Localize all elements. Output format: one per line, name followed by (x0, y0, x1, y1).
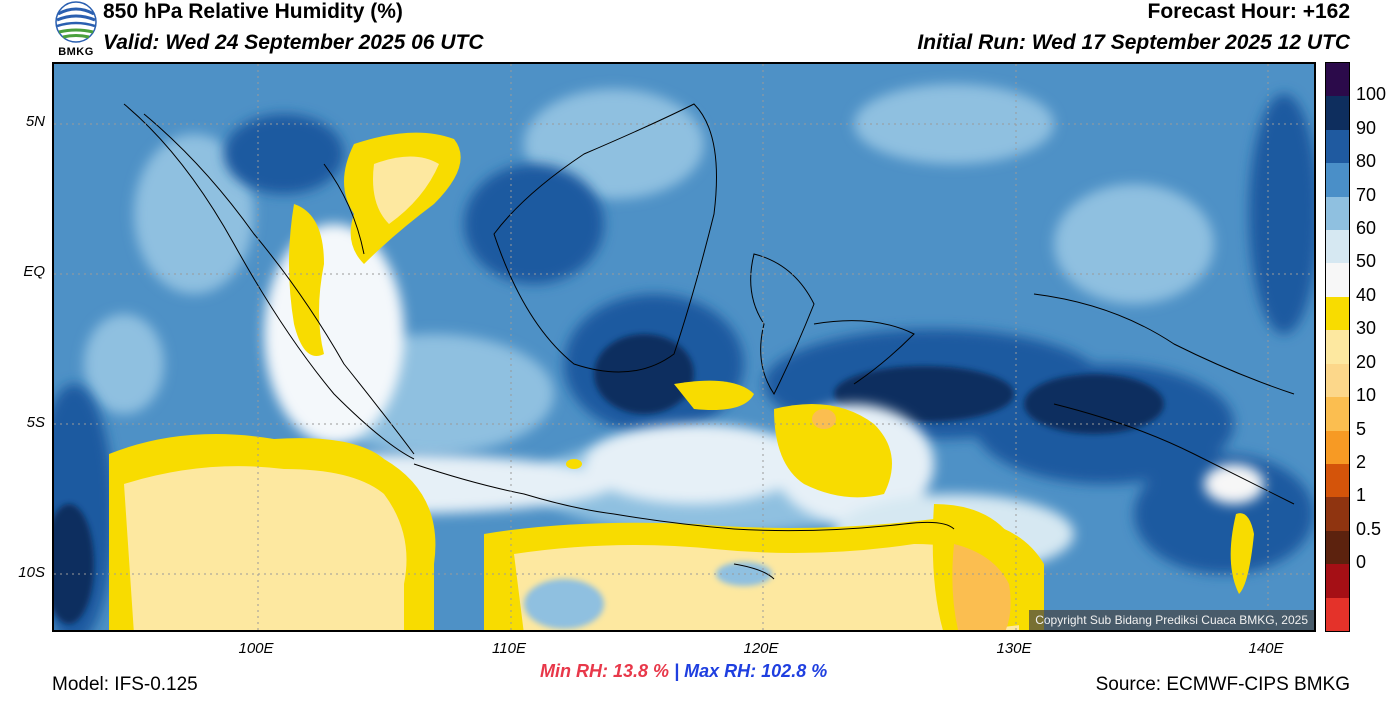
max-rh-value: 102.8 % (761, 661, 828, 681)
map-title: 850 hPa Relative Humidity (%) (103, 0, 403, 23)
very-high-humidity-areas (54, 334, 1164, 624)
colorbar-label: 1 (1356, 485, 1367, 506)
lat-label-5s: 5S (26, 414, 45, 431)
colorbar-label: 40 (1356, 284, 1377, 305)
bmkg-logo: BMKG (52, 0, 100, 62)
colorbar-segment (1326, 530, 1349, 565)
lat-label-10s: 10S (18, 564, 45, 581)
high-humidity-areas (54, 94, 1314, 630)
colorbar-label: 100 (1356, 84, 1387, 105)
humidity-map: Copyright Sub Bidang Prediksi Cuaca BMKG… (52, 62, 1316, 632)
logo-text: BMKG (58, 46, 94, 58)
lat-label-5n: 5N (25, 113, 45, 130)
colorbar-segment (1326, 96, 1349, 131)
model-info: Model: IFS-0.125 (52, 674, 198, 695)
colorbar-segment (1326, 463, 1349, 498)
lon-label-100e: 100E (238, 640, 274, 657)
lon-label-140e: 140E (1248, 640, 1284, 657)
colorbar-label: 5 (1356, 418, 1367, 439)
colorbar-segment (1326, 163, 1349, 198)
colorbar-segment (1326, 63, 1349, 97)
coastlines (123, 103, 1295, 580)
colorbar-segment (1326, 363, 1349, 398)
colorbar-label: 0.5 (1356, 518, 1382, 539)
colorbar-label: 90 (1356, 117, 1377, 138)
stats-separator: | (674, 661, 680, 681)
colorbar-label: 2 (1356, 451, 1367, 472)
map-canvas (54, 64, 1314, 630)
colorbar-label: 60 (1356, 218, 1377, 239)
colorbar-segment (1326, 196, 1349, 231)
colorbar-label: 70 (1356, 184, 1377, 205)
colorbar-segment (1326, 430, 1349, 465)
lon-label-130e: 130E (996, 640, 1032, 657)
colorbar-label: 30 (1356, 318, 1377, 339)
colorbar-label: 50 (1356, 251, 1377, 272)
colorbar-segment (1326, 497, 1349, 532)
min-rh-label: Min RH: (540, 661, 608, 681)
colorbar (1325, 62, 1350, 632)
min-rh-value: 13.8 % (613, 661, 670, 681)
forecast-hour: Forecast Hour: +162 (1147, 0, 1351, 23)
colorbar-label: 20 (1356, 351, 1377, 372)
max-rh-label: Max RH: (684, 661, 757, 681)
colorbar-label: 80 (1356, 151, 1377, 172)
colorbar-segment (1326, 330, 1349, 365)
colorbar-label: 0 (1356, 552, 1367, 573)
rh-stats: Min RH: 13.8 % | Max RH: 102.8 % (540, 661, 827, 682)
colorbar-segment (1326, 397, 1349, 432)
graticule (54, 64, 1314, 630)
colorbar-label: 10 (1356, 385, 1377, 406)
initial-run: Initial Run: Wed 17 September 2025 12 UT… (917, 31, 1350, 54)
colorbar-segment (1326, 296, 1349, 331)
colorbar-segment (1326, 263, 1349, 298)
lon-label-120e: 120E (743, 640, 779, 657)
colorbar-segment (1326, 129, 1349, 164)
colorbar-segment (1326, 564, 1349, 599)
lon-label-110e: 110E (492, 640, 526, 657)
copyright-notice: Copyright Sub Bidang Prediksi Cuaca BMKG… (1029, 610, 1314, 630)
source-info: Source: ECMWF-CIPS BMKG (1095, 674, 1350, 695)
colorbar-segment (1326, 230, 1349, 264)
bmkg-logo-icon (55, 1, 97, 43)
valid-time: Valid: Wed 24 September 2025 06 UTC (103, 31, 484, 54)
colorbar-segment (1326, 597, 1349, 632)
lat-label-eq: EQ (23, 263, 45, 280)
